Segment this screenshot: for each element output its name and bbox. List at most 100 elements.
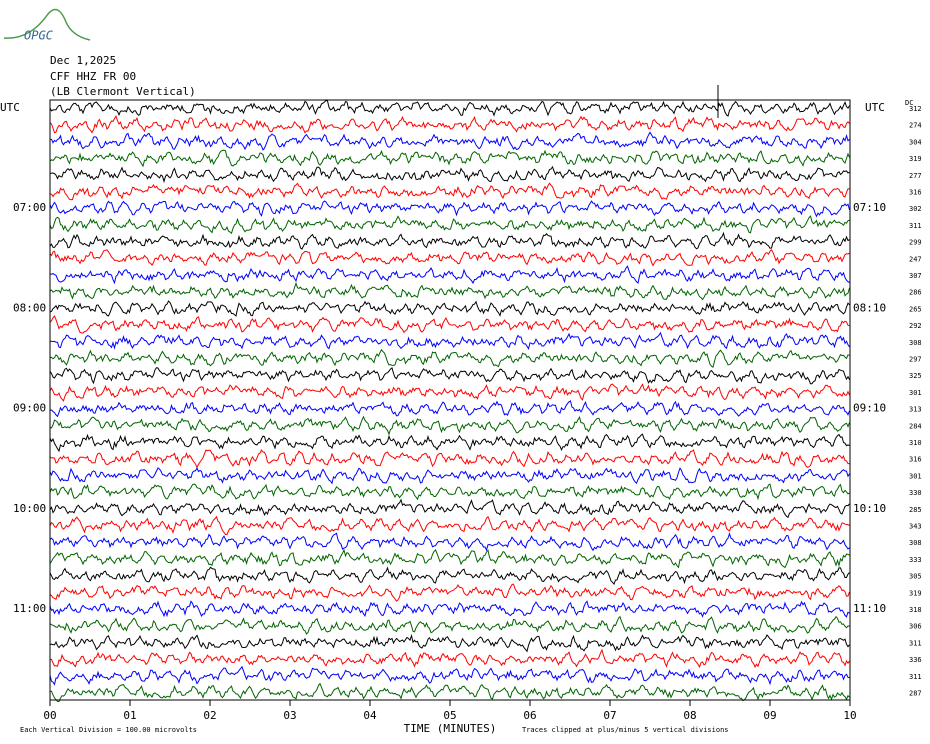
trace — [49, 383, 850, 402]
x-tick-label: 06 — [523, 709, 536, 722]
dc-value: 287 — [909, 690, 922, 698]
left-time-label: 09:00 — [13, 402, 46, 415]
title-line: (LB Clermont Vertical) — [50, 85, 196, 98]
dc-value: 308 — [909, 539, 922, 547]
trace — [49, 200, 850, 218]
trace — [49, 115, 850, 134]
dc-value: 325 — [909, 372, 922, 380]
trace — [49, 249, 850, 267]
right-time-label: 07:10 — [853, 201, 886, 214]
dc-value: 277 — [909, 172, 922, 180]
x-tick-label: 08 — [683, 709, 696, 722]
dc-value: 265 — [909, 305, 922, 313]
dc-value: 307 — [909, 272, 922, 280]
footnote: Each Vertical Division = 100.00 microvol… — [20, 726, 197, 734]
dc-value: 311 — [909, 639, 922, 647]
logo-curve — [3, 8, 91, 41]
dc-header: DC — [905, 99, 913, 107]
trace — [49, 566, 850, 585]
dc-value: 299 — [909, 239, 922, 247]
dc-value: 285 — [909, 506, 922, 514]
logo: OPGC — [24, 29, 54, 43]
trace — [49, 131, 850, 151]
title-line: CFF HHZ FR 00 — [50, 70, 136, 83]
trace — [50, 331, 850, 351]
dc-value: 274 — [909, 122, 922, 130]
dc-value: 308 — [909, 339, 922, 347]
trace — [50, 182, 850, 201]
right-time-label: 10:10 — [853, 502, 886, 515]
trace — [49, 648, 850, 669]
trace — [49, 583, 850, 602]
x-tick-label: 00 — [43, 709, 56, 722]
dc-value: 318 — [909, 606, 922, 614]
dc-value: 330 — [909, 489, 922, 497]
right-time-label: UTC — [865, 101, 885, 114]
x-tick-label: 02 — [203, 709, 216, 722]
x-tick-label: 01 — [123, 709, 136, 722]
x-tick-label: 03 — [283, 709, 296, 722]
trace — [49, 449, 850, 469]
dc-value: 305 — [909, 573, 922, 581]
trace — [49, 281, 850, 301]
dc-value: 343 — [909, 523, 922, 531]
dc-value: 319 — [909, 589, 922, 597]
dc-value: 311 — [909, 673, 922, 681]
dc-value: 316 — [909, 456, 922, 464]
trace — [49, 532, 850, 552]
trace — [49, 348, 850, 369]
left-time-label: 08:00 — [13, 301, 46, 314]
left-time-label: 10:00 — [13, 502, 46, 515]
dc-value: 302 — [909, 205, 922, 213]
dc-value: 316 — [909, 189, 922, 197]
trace — [49, 415, 850, 436]
trace — [49, 400, 850, 418]
x-axis-label: TIME (MINUTES) — [404, 722, 497, 735]
dc-value: 284 — [909, 422, 922, 430]
trace — [49, 300, 850, 317]
trace — [49, 367, 850, 385]
trace — [49, 149, 850, 168]
trace — [49, 165, 850, 184]
x-tick-label: 10 — [843, 709, 856, 722]
trace — [49, 633, 850, 653]
trace — [49, 548, 850, 569]
trace — [49, 483, 850, 501]
trace — [49, 600, 850, 618]
x-tick-label: 09 — [763, 709, 776, 722]
left-time-label: 11:00 — [13, 602, 46, 615]
dc-value: 333 — [909, 556, 922, 564]
trace — [49, 498, 850, 519]
trace — [49, 231, 850, 250]
trace — [49, 665, 850, 686]
dc-value: 336 — [909, 656, 922, 664]
trace — [49, 433, 850, 453]
dc-value: 286 — [909, 289, 922, 297]
x-tick-label: 05 — [443, 709, 456, 722]
trace — [49, 682, 850, 702]
left-time-label: 07:00 — [13, 201, 46, 214]
dc-value: 310 — [909, 439, 922, 447]
right-time-label: 08:10 — [853, 301, 886, 314]
dc-value: 297 — [909, 356, 922, 364]
trace — [49, 466, 850, 485]
dc-value: 292 — [909, 322, 922, 330]
left-time-label: UTC — [0, 101, 20, 114]
dc-value: 301 — [909, 389, 922, 397]
dc-value: 312 — [909, 105, 922, 113]
right-time-label: 11:10 — [853, 602, 886, 615]
dc-value: 319 — [909, 155, 922, 163]
trace — [49, 315, 850, 334]
trace — [49, 515, 850, 535]
footnote: Traces clipped at plus/minus 5 vertical … — [522, 726, 729, 734]
x-tick-label: 04 — [363, 709, 377, 722]
dc-value: 247 — [909, 255, 922, 263]
trace — [49, 215, 850, 235]
dc-value: 301 — [909, 472, 922, 480]
dc-value: 313 — [909, 406, 922, 414]
trace — [49, 615, 850, 635]
title-line: Dec 1,2025 — [50, 54, 116, 67]
trace — [49, 265, 850, 285]
dc-value: 306 — [909, 623, 922, 631]
